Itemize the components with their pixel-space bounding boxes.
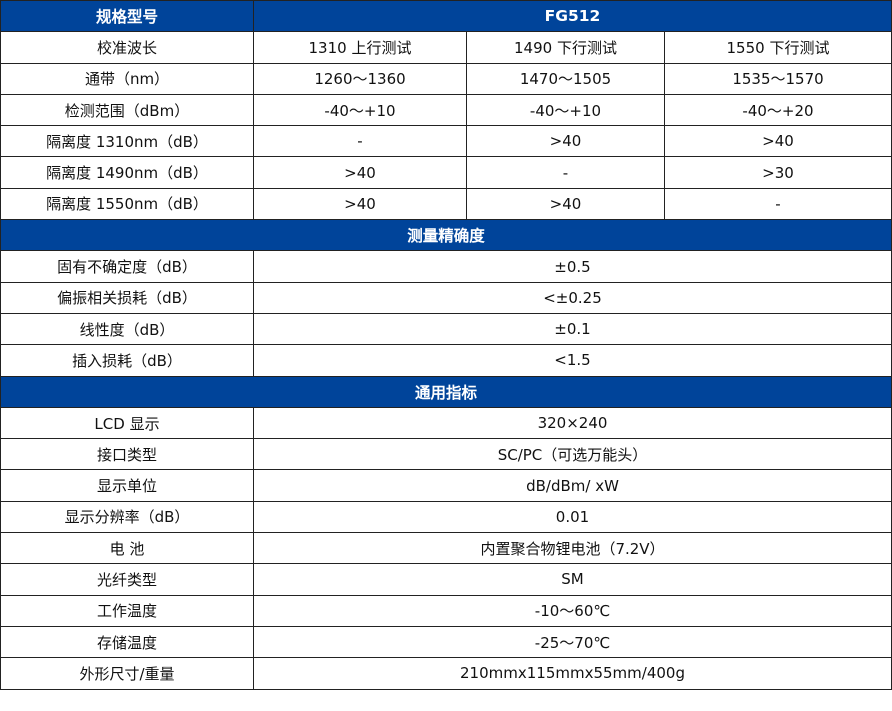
header-row: 规格型号 FG512 (0, 0, 892, 33)
row-label: 接口类型 (0, 438, 254, 471)
row-value: 320×240 (253, 406, 892, 440)
general-row: 光纤类型 SM (0, 563, 892, 596)
row-value: 1260～1360 (253, 62, 467, 95)
row-value: 1535～1570 (664, 62, 892, 95)
row-label: 显示单位 (0, 469, 254, 502)
row-label: 检测范围（dBm） (0, 93, 254, 127)
row-value: dB/dBm/ xW (253, 469, 892, 502)
row-label: 存储温度 (0, 625, 254, 659)
general-row: 存储温度 -25～70℃ (0, 625, 892, 659)
accuracy-row: 线性度（dB） ±0.1 (0, 312, 892, 346)
row-value: SC/PC（可选万能头） (253, 438, 892, 471)
row-label: 外形尺寸/重量 (0, 657, 254, 690)
general-row: 接口类型 SC/PC（可选万能头） (0, 438, 892, 471)
header-model: FG512 (253, 0, 892, 33)
spec-row: 隔离度 1310nm（dB） - >40 >40 (0, 125, 892, 158)
spec-row: 校准波长 1310 上行测试 1490 下行测试 1550 下行测试 (0, 31, 892, 64)
row-value: 210mmx115mmx55mm/400g (253, 657, 892, 690)
spec-table: 规格型号 FG512 校准波长 1310 上行测试 1490 下行测试 1550 下行… (0, 0, 892, 690)
row-value: -40～+10 (466, 93, 665, 127)
row-value: ±0.5 (253, 250, 892, 283)
general-row: 显示单位 dB/dBm/ xW (0, 469, 892, 502)
general-row: 显示分辨率（dB） 0.01 (0, 500, 892, 534)
spec-row: 通带（nm） 1260～1360 1470～1505 1535～1570 (0, 62, 892, 95)
spec-row: 隔离度 1490nm（dB） >40- >30 (0, 156, 892, 189)
spec-row: 检测范围（dBm） -40～+10 -40～+10 -40～+20 (0, 93, 892, 127)
row-value: -40～+20 (664, 93, 892, 127)
row-value: <1.5 (253, 344, 892, 377)
row-label: 隔离度 1310nm（dB） (0, 125, 254, 158)
row-value: <±0.25 (253, 281, 892, 314)
row-value: ±0.1 (253, 312, 892, 346)
row-value: 1470～1505 (466, 62, 665, 95)
general-row: 电 池内置聚合物锂电池（7.2V） (0, 532, 892, 565)
general-row: 工作温度 -10～60℃ (0, 594, 892, 627)
spec-row: 隔离度 1550nm（dB） >40 >40- (0, 187, 892, 221)
row-value: -40～+10 (253, 93, 467, 127)
row-label: LCD 显示 (0, 406, 254, 440)
row-label: 隔离度 1490nm（dB） (0, 156, 254, 189)
general-row: LCD 显示 320×240 (0, 406, 892, 440)
header-label: 规格型号 (0, 0, 254, 33)
row-value: >40 (253, 187, 467, 221)
row-label: 电 池 (0, 532, 254, 565)
row-value: 1550 下行测试 (664, 31, 892, 64)
general-row: 外形尺寸/重量 210mmx115mmx55mm/400g (0, 657, 892, 690)
section-title: 测量精确度 (0, 219, 892, 252)
row-label: 通带（nm） (0, 62, 254, 95)
row-value: >40 (466, 187, 665, 221)
row-value: 1490 下行测试 (466, 31, 665, 64)
row-label: 工作温度 (0, 594, 254, 627)
row-value: >30 (664, 156, 892, 189)
accuracy-section-header: 测量精确度 (0, 219, 892, 252)
general-section-header: 通用指标 (0, 375, 892, 408)
row-label: 偏振相关损耗（dB） (0, 281, 254, 314)
row-label: 插入损耗（dB） (0, 344, 254, 377)
row-value: >40 (664, 125, 892, 158)
row-value: 1310 上行测试 (253, 31, 467, 64)
row-label: 线性度（dB） (0, 312, 254, 346)
row-value: 内置聚合物锂电池（7.2V） (253, 532, 892, 565)
row-label: 隔离度 1550nm（dB） (0, 187, 254, 221)
row-value: - (664, 187, 892, 221)
section-title: 通用指标 (0, 375, 892, 408)
row-value: SM (253, 563, 892, 596)
row-value: >40 (466, 125, 665, 158)
accuracy-row: 偏振相关损耗（dB） <±0.25 (0, 281, 892, 314)
row-value: -25～70℃ (253, 625, 892, 659)
row-value: - (466, 156, 665, 189)
row-label: 固有不确定度（dB） (0, 250, 254, 283)
row-value: -10～60℃ (253, 594, 892, 627)
accuracy-row: 插入损耗（dB） <1.5 (0, 344, 892, 377)
accuracy-row: 固有不确定度（dB） ±0.5 (0, 250, 892, 283)
row-label: 显示分辨率（dB） (0, 500, 254, 534)
row-label: 校准波长 (0, 31, 254, 64)
row-value: >40 (253, 156, 467, 189)
row-value: 0.01 (253, 500, 892, 534)
row-value: - (253, 125, 467, 158)
row-label: 光纤类型 (0, 563, 254, 596)
